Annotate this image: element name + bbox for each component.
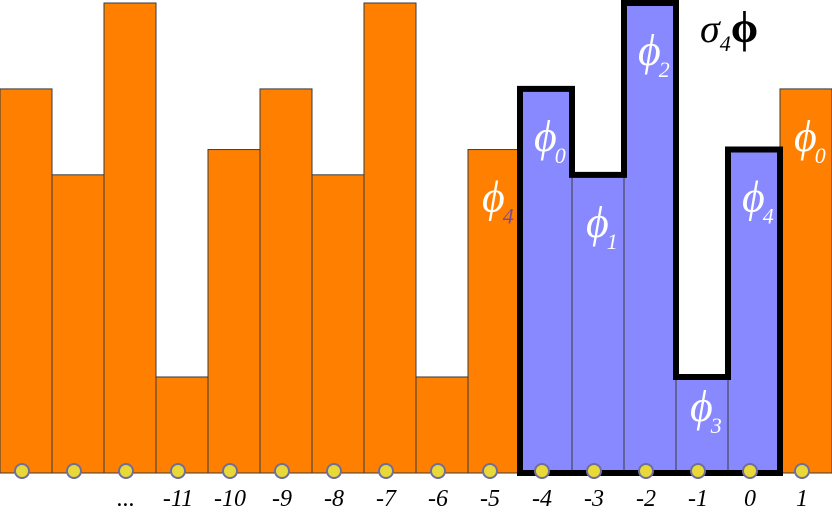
title-phi: ϕ (731, 3, 758, 52)
lattice-dot (118, 463, 134, 479)
bar-0 (727, 149, 781, 474)
bar-labels-group: ϕ4 ϕ0 ϕ1 ϕ2 ϕ3 ϕ4 ϕ0 (482, 26, 826, 438)
tick-label: ... (117, 486, 135, 512)
phi-label-0: ϕ0 (794, 112, 826, 168)
bar-1 (779, 88, 832, 474)
window-outline (517, 0, 783, 476)
bar--9 (259, 88, 313, 474)
lattice-dot (274, 463, 290, 479)
bar--11 (155, 376, 209, 474)
lattice-dot (586, 463, 602, 479)
phi-label-3: ϕ3 (690, 382, 722, 438)
tick-label: -6 (428, 486, 448, 512)
tick-label: -4 (532, 486, 552, 512)
lattice-dot (794, 463, 810, 479)
bar--7 (363, 2, 417, 474)
lattice-dot (14, 463, 30, 479)
title-sigma: σ (700, 6, 721, 51)
lattice-dot (534, 463, 550, 479)
lattice-dot (326, 463, 342, 479)
bar--3 (571, 174, 625, 474)
phi-label-4: ϕ4 (482, 173, 514, 229)
tick-label: 1 (796, 486, 808, 512)
tick-labels-group: ... -11 -10 -9 -8 -7 -6 -5 -4 -3 -2 -1 0 1 (117, 486, 808, 512)
bar-slot-1 (51, 174, 105, 474)
bar--2 (623, 2, 677, 474)
tick-label: -2 (636, 486, 656, 512)
tick-label: -5 (480, 486, 500, 512)
tick-label: -8 (324, 486, 344, 512)
phi-label-0: ϕ0 (534, 112, 566, 168)
bar--10 (207, 149, 261, 474)
dots-group (14, 463, 810, 479)
phi-label-4: ϕ4 (742, 173, 774, 229)
title-sigma-subscript: 4 (720, 31, 731, 56)
phi-label-2: ϕ2 (638, 26, 670, 82)
outline-group (517, 0, 783, 476)
tick-label: 0 (744, 486, 756, 512)
tick-label: -10 (214, 486, 246, 512)
tick-label: -9 (272, 486, 292, 512)
bar-... (103, 2, 157, 474)
bar-slot-0 (0, 88, 53, 474)
tick-label: -3 (584, 486, 604, 512)
bar--6 (415, 376, 469, 474)
lattice-dot (222, 463, 238, 479)
tick-label: -1 (688, 486, 708, 512)
tick-label: -7 (376, 486, 397, 512)
bars-group (0, 2, 832, 474)
lattice-dot (742, 463, 758, 479)
lattice-dot (66, 463, 82, 479)
bar--8 (311, 174, 365, 474)
tick-label: -11 (163, 486, 193, 512)
lattice-dot (482, 463, 498, 479)
diagram-title: σ4ϕ (700, 3, 758, 56)
lattice-dot (690, 463, 706, 479)
phi-label-1: ϕ1 (586, 198, 618, 254)
lattice-dot (430, 463, 446, 479)
bar--5 (467, 149, 521, 474)
lattice-dot (378, 463, 394, 479)
lattice-dot (638, 463, 654, 479)
lattice-dot (170, 463, 186, 479)
